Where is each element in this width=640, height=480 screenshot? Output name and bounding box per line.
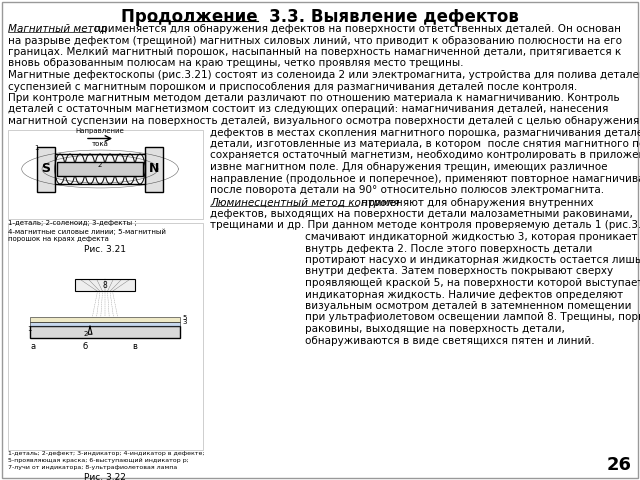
Text: протирают насухо и индикаторная жидкость остается лишь: протирают насухо и индикаторная жидкость… bbox=[305, 255, 640, 265]
Text: 1-деталь; 2-дефект; 3-индикатор; 4-индикатор в дефекте;: 1-деталь; 2-дефект; 3-индикатор; 4-индик… bbox=[8, 451, 204, 456]
Text: Рис. 3.21: Рис. 3.21 bbox=[84, 245, 126, 254]
Text: вновь образованным полюсам на краю трещины, четко проявляя место трещины.: вновь образованным полюсам на краю трещи… bbox=[8, 59, 463, 69]
Text: тока: тока bbox=[92, 142, 108, 147]
Text: Магнитный метод: Магнитный метод bbox=[8, 24, 107, 34]
Text: 1: 1 bbox=[27, 326, 31, 332]
Text: Магнитные дефектоскопы (рис.3.21) состоят из соленоида 2 или электромагнита, уст: Магнитные дефектоскопы (рис.3.21) состоя… bbox=[8, 70, 640, 80]
Text: N: N bbox=[149, 163, 159, 176]
Bar bbox=[145, 146, 163, 192]
Text: 2: 2 bbox=[84, 331, 88, 337]
Bar bbox=[75, 279, 135, 291]
Text: сохраняется остаточный магнетизм, необходимо контролировать в приложенном: сохраняется остаточный магнетизм, необхо… bbox=[210, 151, 640, 160]
Text: порошок на краях дефекта: порошок на краях дефекта bbox=[8, 237, 108, 242]
Text: деталей с остаточным магнетизмом состоит из следующих операций: намагничивания д: деталей с остаточным магнетизмом состоит… bbox=[8, 105, 609, 115]
Text: 7-лучи от индикатора; 8-ультрафиолетовая лампа: 7-лучи от индикатора; 8-ультрафиолетовая… bbox=[8, 465, 177, 470]
Text: проявляющей краской 5, на поверхности которой выступает: проявляющей краской 5, на поверхности ко… bbox=[305, 278, 640, 288]
Bar bbox=[37, 146, 55, 192]
Text: направление (продольное и поперечное), применяют повторное намагничивание: направление (продольное и поперечное), п… bbox=[210, 173, 640, 183]
Text: детали, изготовленные из материала, в котором  после снятия магнитного поля не: детали, изготовленные из материала, в ко… bbox=[210, 139, 640, 149]
Text: извне магнитном поле. Для обнаружения трещин, имеющих различное: извне магнитном поле. Для обнаружения тр… bbox=[210, 162, 607, 172]
Text: При контроле магнитным методом детали различают по отношению материала к намагни: При контроле магнитным методом детали ра… bbox=[8, 93, 620, 103]
Bar bbox=[8, 223, 202, 450]
Text: 5-проявляющая краска; 6-выступающий индикатор р;: 5-проявляющая краска; 6-выступающий инди… bbox=[8, 458, 188, 463]
Text: смачивают индикаторной жидкостью 3, которая проникает: смачивают индикаторной жидкостью 3, кото… bbox=[305, 232, 637, 242]
Text: 4-магнитные силовые линии; 5-магнитный: 4-магнитные силовые линии; 5-магнитный bbox=[8, 228, 165, 235]
Text: в: в bbox=[132, 342, 138, 351]
Text: на разрыве дефектом (трещиной) магнитных силовых линий, что приводит к образован: на разрыве дефектом (трещиной) магнитных… bbox=[8, 36, 622, 46]
Text: магнитной суспензии на поверхность деталей, визуального осмотра поверхности дета: магнитной суспензии на поверхность детал… bbox=[8, 116, 639, 126]
Text: после поворота детали на 90° относительно полюсов электромагнита.: после поворота детали на 90° относительн… bbox=[210, 185, 604, 195]
Bar bbox=[30, 317, 180, 322]
Text: визуальным осмотром деталей в затемненном помещении: визуальным осмотром деталей в затемненно… bbox=[305, 301, 632, 311]
Text: a: a bbox=[31, 342, 36, 351]
Text: дефектов, выходящих на поверхности детали малозаметными раковинами,: дефектов, выходящих на поверхности детал… bbox=[210, 209, 633, 219]
Text: индикаторная жидкость. Наличие дефектов определяют: индикаторная жидкость. Наличие дефектов … bbox=[305, 289, 623, 300]
Bar bbox=[55, 154, 145, 184]
Text: 3: 3 bbox=[182, 319, 186, 325]
Text: внутрь дефекта 2. После этого поверхность детали: внутрь дефекта 2. После этого поверхност… bbox=[305, 243, 593, 253]
Bar bbox=[30, 322, 180, 326]
Text: S: S bbox=[42, 163, 51, 176]
Text: при ультрафиолетовом освещении лампой 8. Трещины, поры,: при ультрафиолетовом освещении лампой 8.… bbox=[305, 312, 640, 323]
Text: дефектов в местах скопления магнитного порошка, размагничивания деталей.А: дефектов в местах скопления магнитного п… bbox=[210, 128, 640, 137]
Text: обнаруживаются в виде светящихся пятен и линий.: обнаруживаются в виде светящихся пятен и… bbox=[305, 336, 595, 346]
Text: Люминесцентный метод контроля: Люминесцентный метод контроля bbox=[210, 197, 399, 207]
Text: 5: 5 bbox=[182, 315, 186, 321]
Text: трещинами и др. При данном методе контроля проверяемую деталь 1 (рис.3.22): трещинами и др. При данном методе контро… bbox=[210, 220, 640, 230]
Text: применяют для обнаружения внутренних: применяют для обнаружения внутренних bbox=[358, 197, 593, 207]
Text: Рис. 3.22: Рис. 3.22 bbox=[84, 473, 126, 480]
Text: б: б bbox=[83, 342, 88, 351]
Text: внутри дефекта. Затем поверхность покрывают сверху: внутри дефекта. Затем поверхность покрыв… bbox=[305, 266, 613, 276]
Text: границах. Мелкий магнитный порошок, насыпанный на поверхность намагниченной дета: границах. Мелкий магнитный порошок, насы… bbox=[8, 47, 621, 57]
Text: 2: 2 bbox=[98, 162, 102, 168]
Text: 1-деталь; 2-соленоид; 3-дефекты ;: 1-деталь; 2-соленоид; 3-дефекты ; bbox=[8, 220, 136, 227]
Text: 8: 8 bbox=[102, 281, 108, 290]
Text: 26: 26 bbox=[607, 456, 632, 474]
Text: суспензией с магнитным порошком и приспособления для размагничивания деталей пос: суспензией с магнитным порошком и приспо… bbox=[8, 82, 577, 92]
Text: применяется для обнаружения дефектов на поверхности ответственных деталей. Он ос: применяется для обнаружения дефектов на … bbox=[91, 24, 621, 34]
Text: 1: 1 bbox=[34, 144, 38, 151]
Bar bbox=[8, 130, 202, 218]
Bar bbox=[30, 326, 180, 338]
Text: Направление: Направление bbox=[76, 129, 124, 134]
Bar bbox=[57, 162, 143, 176]
Text: Продолжение  3.3. Выявление дефектов: Продолжение 3.3. Выявление дефектов bbox=[121, 8, 519, 26]
Text: раковины, выходящие на поверхность детали,: раковины, выходящие на поверхность детал… bbox=[305, 324, 565, 334]
